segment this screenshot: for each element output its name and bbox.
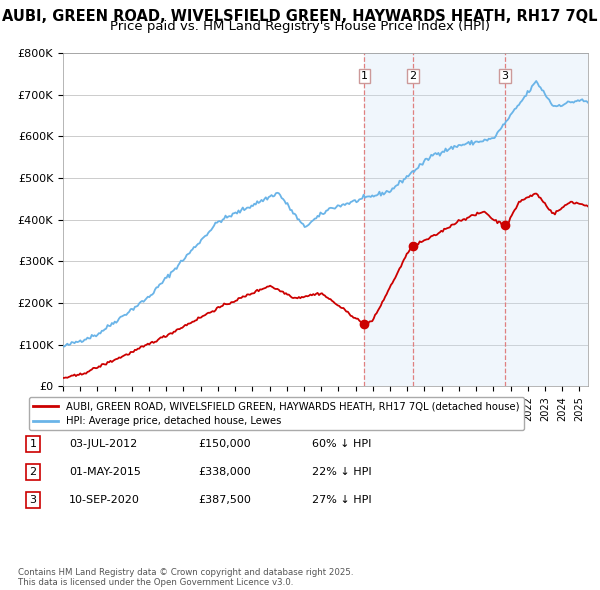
Text: £338,000: £338,000 (198, 467, 251, 477)
Text: 1: 1 (361, 71, 368, 81)
Text: £387,500: £387,500 (198, 495, 251, 504)
Text: 60% ↓ HPI: 60% ↓ HPI (312, 439, 371, 448)
Text: 10-SEP-2020: 10-SEP-2020 (69, 495, 140, 504)
Text: Price paid vs. HM Land Registry's House Price Index (HPI): Price paid vs. HM Land Registry's House … (110, 20, 490, 33)
Text: 01-MAY-2015: 01-MAY-2015 (69, 467, 141, 477)
Text: 3: 3 (29, 495, 37, 504)
Text: 2: 2 (409, 71, 416, 81)
Text: AUBI, GREEN ROAD, WIVELSFIELD GREEN, HAYWARDS HEATH, RH17 7QL: AUBI, GREEN ROAD, WIVELSFIELD GREEN, HAY… (2, 9, 598, 24)
Text: 2: 2 (29, 467, 37, 477)
Bar (505, 53, 588, 386)
Text: 22% ↓ HPI: 22% ↓ HPI (312, 467, 371, 477)
Text: 27% ↓ HPI: 27% ↓ HPI (312, 495, 371, 504)
Text: 3: 3 (502, 71, 508, 81)
Bar (364, 53, 413, 386)
Text: 1: 1 (29, 439, 37, 448)
Legend: AUBI, GREEN ROAD, WIVELSFIELD GREEN, HAYWARDS HEATH, RH17 7QL (detached house), : AUBI, GREEN ROAD, WIVELSFIELD GREEN, HAY… (29, 397, 523, 430)
Text: £150,000: £150,000 (198, 439, 251, 448)
Text: Contains HM Land Registry data © Crown copyright and database right 2025.
This d: Contains HM Land Registry data © Crown c… (18, 568, 353, 587)
Bar (413, 53, 505, 386)
Text: 03-JUL-2012: 03-JUL-2012 (69, 439, 137, 448)
